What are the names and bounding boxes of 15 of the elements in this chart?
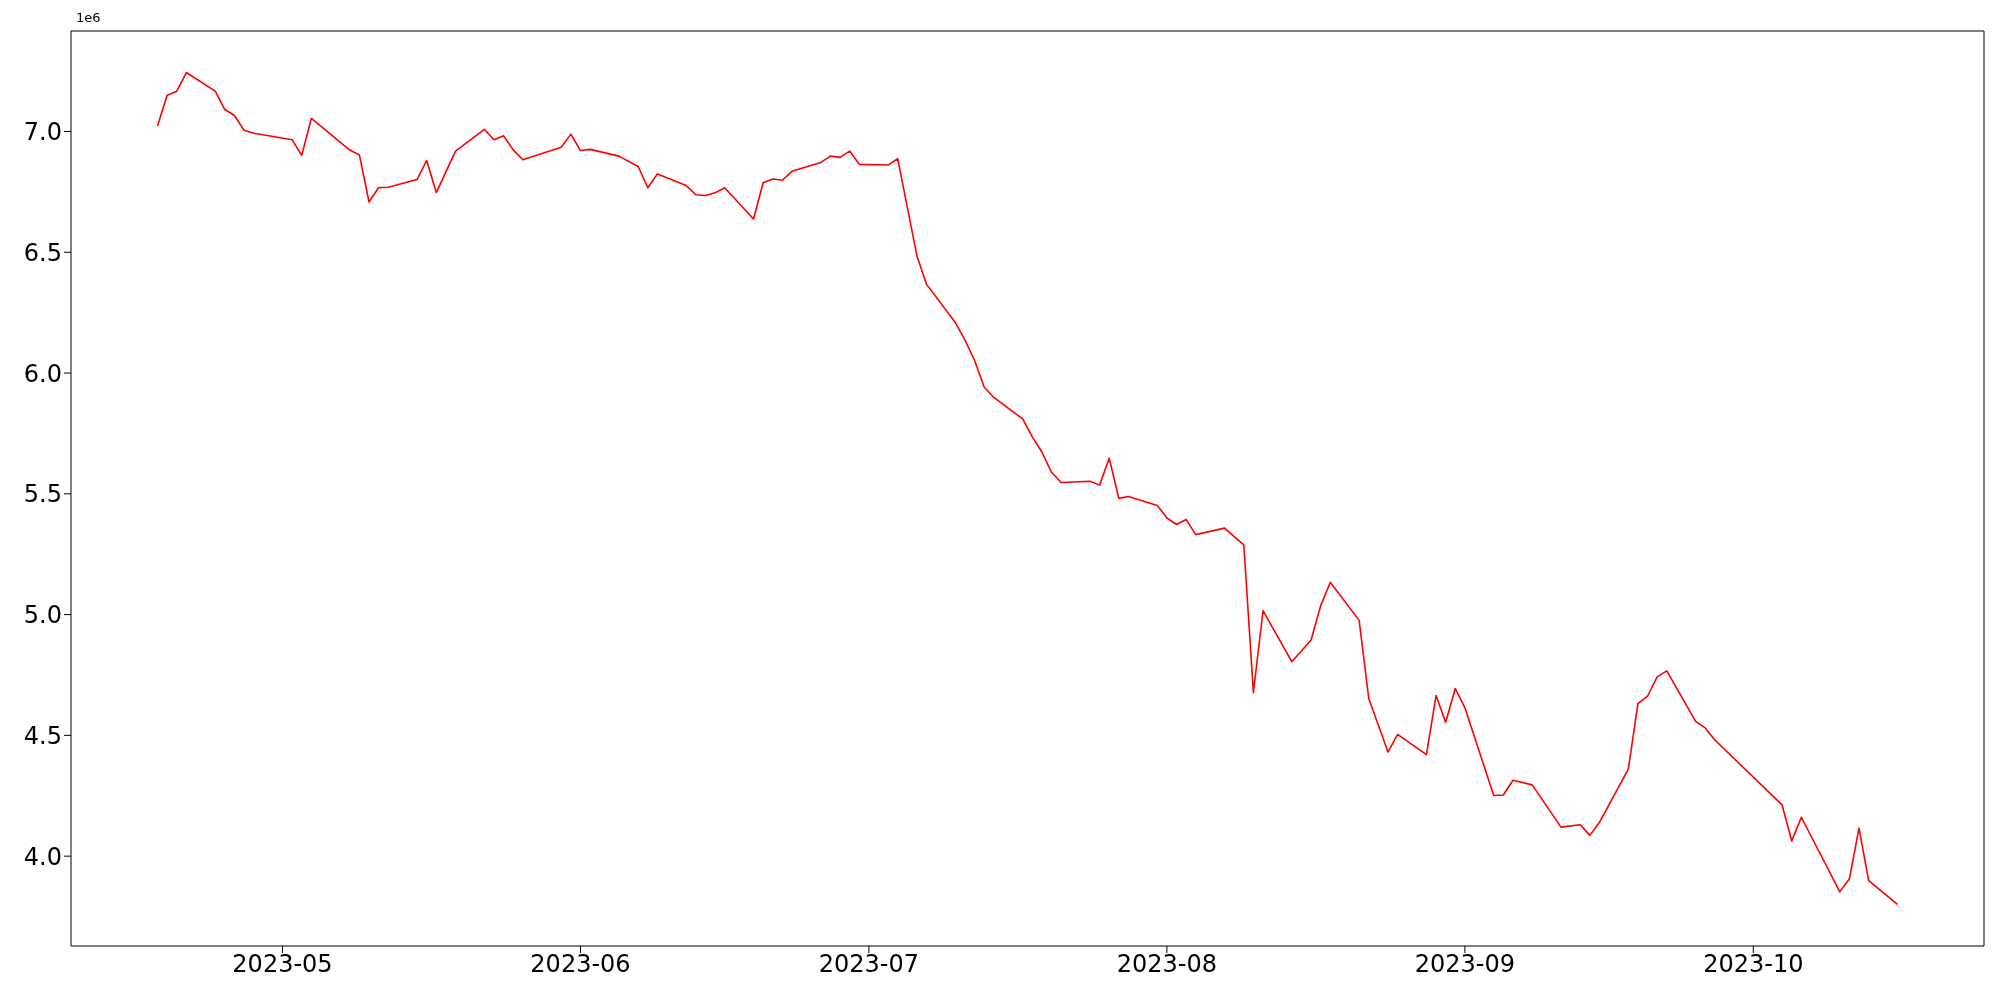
y-tick-label: 4.0 <box>23 842 62 871</box>
x-tick-label: 2023-10 <box>1703 950 1804 979</box>
text: 1e6 <box>76 10 101 25</box>
y-tick-label: 7.0 <box>23 118 62 147</box>
y-tick-label: 6.5 <box>23 238 62 267</box>
x-tick-label: 2023-05 <box>232 950 333 979</box>
y-tick-label: 5.5 <box>23 480 62 509</box>
x-tick-label: 2023-08 <box>1116 950 1218 979</box>
y-tick-label: 4.5 <box>23 721 62 750</box>
line-series <box>156 71 1899 906</box>
x-tick-label: 2023-06 <box>530 950 631 979</box>
x-tick-label: 2023-09 <box>1414 950 1516 979</box>
x-tick-label: 2023-07 <box>818 950 920 979</box>
y-tick-label: 5.0 <box>23 601 62 630</box>
y-tick-label: 6.0 <box>23 359 62 388</box>
